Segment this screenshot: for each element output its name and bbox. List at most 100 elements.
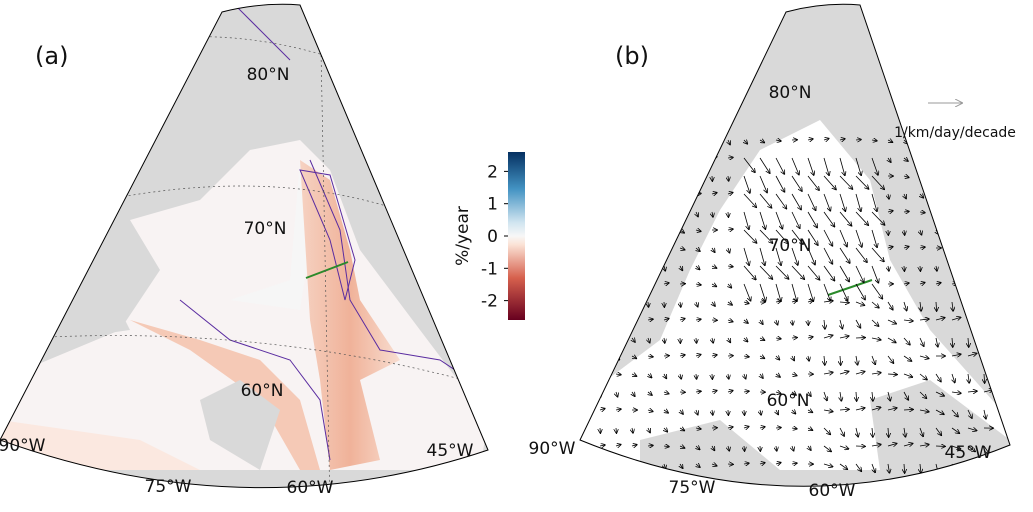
- lon-label: 45°W: [427, 441, 474, 461]
- arrow: [600, 320, 604, 323]
- arrow: [968, 284, 973, 285]
- arrow: [648, 176, 652, 179]
- arrow: [664, 212, 668, 215]
- arrow: [600, 302, 603, 306]
- arrow: [968, 318, 977, 320]
- colorbar-tick-label: 1: [487, 195, 498, 215]
- lat-label: 70°N: [244, 219, 287, 239]
- arrow: [616, 266, 617, 271]
- arrow: [616, 320, 621, 322]
- arrow: [632, 176, 637, 178]
- arrow: [600, 158, 602, 163]
- arrow: [600, 247, 605, 248]
- arrow: [952, 266, 954, 271]
- arrow: [936, 212, 941, 214]
- arrow: [600, 140, 605, 141]
- arrow: [616, 140, 620, 143]
- lon-label: 75°W: [669, 478, 716, 498]
- arrow: [616, 464, 617, 469]
- arrow: [968, 266, 971, 270]
- arrow: [984, 284, 989, 286]
- arrow: [632, 158, 636, 161]
- arrow: [680, 176, 681, 181]
- colorbar-tick-label: -2: [481, 292, 498, 312]
- arrow: [632, 230, 633, 235]
- arrow: [696, 338, 697, 343]
- arrow: [616, 211, 621, 212]
- arrow: [632, 302, 633, 307]
- colorbar-tick-label: 2: [487, 162, 498, 182]
- arrow: [968, 302, 971, 311]
- lat-label: 80°N: [247, 65, 290, 85]
- arrow: [648, 302, 649, 307]
- arrow: [616, 338, 620, 341]
- lon-label: 75°W: [145, 477, 192, 497]
- arrow: [616, 158, 619, 162]
- arrow: [696, 157, 701, 158]
- arrow: [968, 230, 973, 232]
- arrow: [984, 354, 993, 356]
- arrow: [648, 283, 653, 284]
- arrow: [936, 194, 940, 196]
- arrow: [680, 157, 685, 158]
- arrow: [952, 212, 956, 215]
- arrow: [648, 194, 652, 197]
- arrow: [632, 283, 637, 284]
- lon-label: 45°W: [945, 443, 992, 463]
- arrow: [696, 374, 697, 379]
- arrow: [984, 302, 989, 310]
- arrow: [600, 338, 605, 339]
- lon-label: 90°W: [529, 439, 576, 459]
- arrow: [648, 212, 653, 213]
- arrow: [600, 373, 605, 374]
- arrow: [616, 194, 617, 199]
- arrow: [664, 230, 667, 234]
- arrow: [664, 140, 665, 145]
- arrow: [968, 212, 970, 216]
- arrow: [984, 193, 989, 194]
- arrow: [648, 158, 653, 159]
- arrow: [648, 464, 649, 469]
- arrow: [744, 446, 745, 451]
- arrow: [952, 230, 956, 233]
- arrow: [952, 194, 957, 195]
- colorbar-tick-label: -1: [481, 259, 498, 279]
- arrow-legend: 1/km/day/decade: [894, 125, 1016, 141]
- arrow: [680, 194, 685, 195]
- colorbar-title: %/year: [453, 206, 473, 266]
- arrow: [600, 356, 602, 360]
- arrow: [984, 464, 992, 468]
- arrow: [600, 211, 605, 212]
- lon-label: 90°W: [0, 436, 46, 456]
- arrow: [904, 211, 909, 212]
- lon-label: 60°W: [287, 478, 334, 498]
- arrow: [648, 140, 650, 145]
- arrow: [984, 266, 988, 269]
- arrow: [648, 247, 653, 248]
- arrow: [664, 194, 669, 196]
- panel-label: (a): [35, 42, 68, 70]
- arrow: [600, 175, 605, 176]
- arrow: [600, 194, 601, 199]
- arrow: [648, 445, 653, 446]
- arrow: [984, 248, 987, 252]
- lat-label: 60°N: [767, 391, 810, 411]
- arrow: [600, 284, 605, 285]
- arrow: [952, 176, 954, 181]
- lat-label: 60°N: [241, 381, 284, 401]
- arrow: [936, 176, 939, 180]
- arrow: [920, 158, 925, 160]
- colorbar-tick-label: 0: [487, 227, 498, 247]
- colorbar: [508, 152, 525, 320]
- arrow: [632, 194, 634, 198]
- arrow: [920, 176, 924, 179]
- arrow: [968, 176, 969, 181]
- arrow: [648, 230, 650, 235]
- arrow: [952, 248, 957, 249]
- arrow: [600, 266, 602, 271]
- lat-label: 70°N: [769, 236, 812, 256]
- arrow: [984, 157, 989, 158]
- arrow: [712, 140, 713, 145]
- arrow: [984, 212, 985, 217]
